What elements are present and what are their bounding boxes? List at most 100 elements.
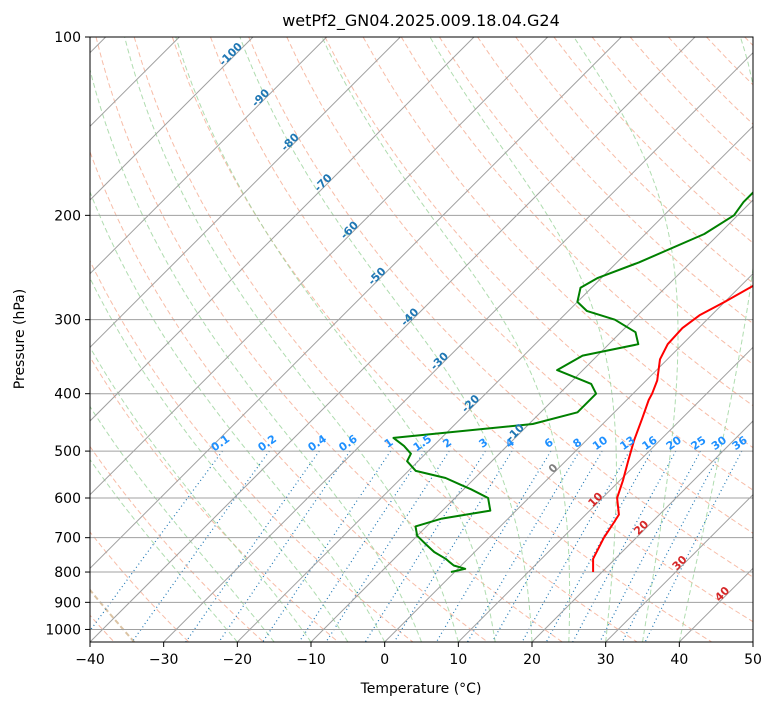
mixing-ratio-line bbox=[521, 450, 631, 642]
mixing-ratio-label: 25 bbox=[689, 434, 709, 453]
y-tick-label: 1000 bbox=[45, 622, 81, 638]
moist-adiabat bbox=[573, 37, 679, 642]
isotherm-label: -70 bbox=[312, 171, 335, 194]
isotherm-line bbox=[678, 567, 753, 642]
isotherm-label: -100 bbox=[216, 40, 245, 69]
moist-adiabat bbox=[124, 37, 459, 642]
dry-adiabat bbox=[210, 37, 753, 623]
y-axis-title: Pressure (hPa) bbox=[12, 289, 28, 389]
x-tick-label: −10 bbox=[296, 652, 326, 668]
isotherm-line bbox=[384, 272, 753, 642]
grid-lines bbox=[90, 37, 753, 642]
dry-adiabat bbox=[171, 37, 712, 642]
mixing-ratio-line bbox=[218, 450, 351, 642]
moist-adiabat bbox=[678, 37, 753, 642]
y-tick-label: 300 bbox=[54, 313, 81, 329]
dry-adiabat bbox=[591, 37, 753, 204]
moist-adiabat bbox=[239, 37, 533, 642]
mixing-ratio-line bbox=[262, 450, 392, 642]
x-tick-label: −40 bbox=[75, 652, 105, 668]
mixing-ratio-line bbox=[644, 450, 743, 642]
mixing-ratio-label: 20 bbox=[664, 433, 684, 453]
isotherm-line bbox=[90, 37, 328, 275]
y-tick-label: 500 bbox=[54, 444, 81, 460]
moist-adiabat bbox=[90, 346, 312, 642]
dry-adiabat bbox=[438, 37, 753, 366]
plot-frame bbox=[89, 36, 754, 643]
mixing-ratio-line bbox=[572, 450, 677, 642]
moist-adiabat bbox=[90, 458, 238, 642]
y-tick-label: 600 bbox=[54, 491, 81, 507]
series-layer bbox=[392, 191, 753, 573]
mixing-ratio-line bbox=[621, 450, 722, 642]
isotherm-line bbox=[90, 37, 622, 570]
mixing-ratio-label: 10 bbox=[590, 433, 610, 453]
x-tick-label: 50 bbox=[744, 652, 762, 668]
isotherm-label: -60 bbox=[338, 218, 361, 241]
mixing-ratio-line bbox=[90, 450, 223, 632]
y-tick-label: 800 bbox=[54, 565, 81, 581]
isotherm-line bbox=[531, 420, 753, 642]
dry-adiabat bbox=[133, 37, 638, 642]
mixing-ratio-line bbox=[325, 450, 450, 642]
dry-adiabat bbox=[668, 37, 753, 125]
background-lines bbox=[90, 37, 753, 642]
isotherm-line bbox=[90, 37, 401, 349]
isotherm-line bbox=[90, 37, 549, 496]
mixing-ratio-line bbox=[185, 450, 320, 642]
x-axis-title: Temperature (°C) bbox=[360, 681, 482, 697]
dewpoint-line bbox=[392, 191, 753, 573]
mixing-ratio-line bbox=[298, 450, 425, 642]
dry-adiabat bbox=[706, 37, 753, 86]
dry-adiabat bbox=[248, 37, 753, 578]
isotherm-line bbox=[163, 51, 753, 642]
mixing-ratio-line bbox=[466, 450, 580, 642]
mixing-ratio-label: 2 bbox=[440, 436, 454, 451]
mixing-ratio-line bbox=[599, 450, 702, 642]
x-tick-label: 0 bbox=[380, 652, 389, 668]
isotherm-label: 40 bbox=[712, 584, 732, 604]
x-tick-label: 10 bbox=[449, 652, 467, 668]
mixing-ratio-label: 8 bbox=[571, 436, 585, 451]
isotherm-line bbox=[90, 37, 475, 422]
dry-adiabat bbox=[362, 37, 753, 449]
moist-adiabat bbox=[429, 37, 617, 642]
isotherm-label: -80 bbox=[279, 130, 302, 153]
dry-adiabat bbox=[90, 356, 339, 642]
mixing-ratio-line bbox=[393, 450, 513, 642]
dry-adiabat bbox=[90, 259, 414, 642]
dry-adiabat bbox=[286, 37, 753, 534]
dry-adiabat bbox=[90, 445, 264, 642]
moist-adiabat bbox=[90, 67, 422, 642]
dry-adiabat bbox=[400, 37, 753, 407]
y-tick-label: 900 bbox=[54, 595, 81, 611]
mixing-ratio-line bbox=[131, 450, 270, 642]
mixing-ratio-label: 16 bbox=[640, 433, 660, 453]
mixing-ratio-label: 6 bbox=[542, 436, 556, 451]
moist-adiabat bbox=[90, 277, 349, 642]
x-tick-label: 30 bbox=[597, 652, 615, 668]
mixing-ratio-label: 36 bbox=[730, 433, 750, 453]
isotherm-label: 30 bbox=[670, 553, 690, 573]
dry-adiabat bbox=[744, 37, 753, 47]
isotherm-label: -50 bbox=[365, 265, 388, 288]
isotherm-line bbox=[457, 346, 753, 642]
x-tick-label: −30 bbox=[149, 652, 179, 668]
mixing-ratio-label: 30 bbox=[709, 433, 729, 453]
x-tick-label: −20 bbox=[223, 652, 253, 668]
moist-adiabat bbox=[175, 37, 496, 642]
isotherm-line bbox=[236, 125, 753, 642]
moist-adiabat bbox=[321, 37, 571, 642]
y-tick-label: 700 bbox=[54, 531, 81, 547]
x-axis: −40 −30 −20 −10 0 10 20 30 40 50 bbox=[75, 642, 762, 668]
dry-adiabat bbox=[477, 37, 753, 325]
mixing-ratio-line bbox=[435, 450, 552, 642]
dry-adiabat bbox=[95, 37, 563, 642]
isotherm-label: -90 bbox=[249, 86, 272, 109]
y-tick-label: 100 bbox=[54, 30, 81, 46]
dry-adiabat bbox=[324, 37, 753, 491]
moist-adiabat bbox=[90, 405, 275, 642]
x-tick-label: 20 bbox=[523, 652, 541, 668]
isotherm-label: 20 bbox=[631, 517, 651, 537]
dry-adiabat bbox=[90, 150, 488, 642]
